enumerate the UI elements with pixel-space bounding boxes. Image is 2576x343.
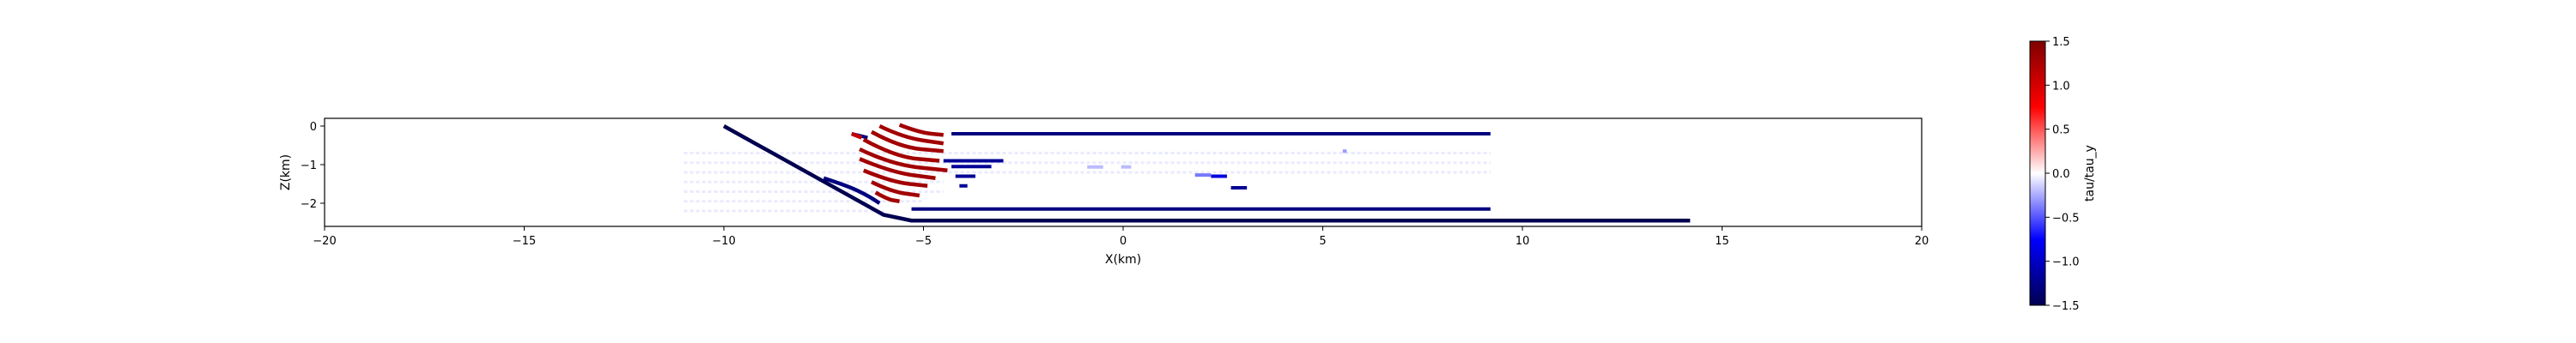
x-tick-label: −15 (513, 235, 536, 248)
stress-curve (862, 168, 928, 188)
colorbar: 1.5 1.0 0.5 0.0 −0.5 −1.0 −1.5 tau/tau_y (2029, 36, 2097, 313)
x-tick-label: −10 (712, 235, 735, 248)
colorbar-tick-label: 0.0 (2052, 168, 2070, 181)
data-layer (683, 123, 1691, 223)
y-tick-label: −1 (301, 159, 317, 172)
colorbar-tick-label: 1.0 (2052, 80, 2070, 93)
colorbar-tick-label: 1.5 (2052, 36, 2070, 49)
x-tick-label: 20 (1915, 235, 1929, 248)
x-axis: −20 −15 −10 −5 0 5 10 15 20 (313, 226, 1929, 248)
x-tick-label: 15 (1715, 235, 1729, 248)
x-axis-label: X(km) (1105, 253, 1141, 267)
y-tick-label: −2 (301, 198, 317, 211)
plot-area: −20 −15 −10 −5 0 5 10 15 20 0 −1 −2 X(km) Z(km) (279, 117, 1929, 267)
colorbar-ticks: 1.5 1.0 0.5 0.0 −0.5 −1.0 −1.5 (2045, 36, 2080, 313)
stress-curve (878, 123, 945, 146)
colorbar-tick-label: −1.0 (2052, 256, 2080, 269)
stress-curve (898, 123, 944, 137)
y-axis: 0 −1 −2 (301, 121, 325, 211)
x-tick-label: 0 (1120, 235, 1127, 248)
colorbar-tick-label: −0.5 (2052, 212, 2080, 225)
x-tick-label: 5 (1319, 235, 1326, 248)
stress-curve (870, 129, 944, 153)
stress-curve (859, 157, 936, 180)
colorbar-gradient (2029, 40, 2046, 306)
stress-curve (862, 137, 940, 163)
y-axis-label: Z(km) (279, 154, 293, 190)
stress-curve (859, 147, 948, 172)
colorbar-label: tau/tau_y (2083, 145, 2097, 202)
colorbar-tick-label: 0.5 (2052, 124, 2070, 137)
stress-curve (871, 180, 920, 198)
colorbar-tick-label: −1.5 (2052, 300, 2080, 313)
stress-curve (874, 190, 900, 203)
y-tick-label: 0 (310, 121, 317, 134)
fault-line (722, 124, 1691, 223)
stress-curve (850, 131, 863, 140)
x-tick-label: −20 (313, 235, 336, 248)
x-tick-label: 10 (1516, 235, 1530, 248)
stress-curve (823, 176, 881, 205)
x-tick-label: −5 (915, 235, 932, 248)
